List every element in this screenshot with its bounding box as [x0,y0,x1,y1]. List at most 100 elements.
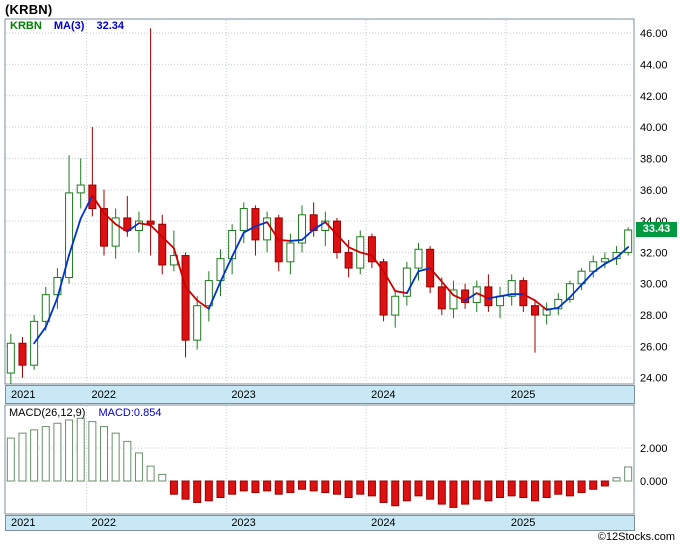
candle-body [181,255,190,341]
candle-body [123,217,132,231]
ma-line-segment [371,254,385,273]
macd-bar-negative [437,480,446,505]
macd-bar-positive [53,422,62,482]
x-axis-year-label: 2025 [510,388,536,401]
ma-line-segment [207,280,222,310]
price-tick-label: 44.00 [640,59,668,71]
x-axis-year-label: 2021 [11,388,36,401]
x-axis-year-label: 2024 [371,517,396,529]
page-title: (KRBN) [5,2,53,17]
candle-body [530,305,539,316]
candle-body [228,229,237,260]
ma-line-segment [91,194,105,215]
x-axis-year-label: 2021 [11,517,36,529]
candle-body [565,283,574,300]
chart-legend: KRBN MA(3) 32.34 [10,20,133,32]
macd-bar-positive [76,417,85,482]
macd-bar-positive [65,419,74,482]
ma-line-segment [44,296,59,328]
macd-bar-negative [472,480,481,500]
x-axis-year-label: 2024 [371,388,396,401]
candle-body [402,267,411,297]
macd-bar-positive [100,426,109,482]
macd-params-label: MACD(26,12,9) [9,407,86,419]
macd-bar-negative [565,480,574,497]
macd-bar-positive [6,437,15,482]
x-axis-band-macd: 2021 2022 2023 2024 2025 [5,515,635,531]
macd-bar-negative [426,480,435,500]
ma-line-segment [301,228,315,241]
macd-bar-negative [484,480,493,502]
ma-line-segment [615,246,630,259]
ma-line-segment [219,255,234,283]
ma-line-segment [68,217,82,256]
ma-line-segment [417,267,432,273]
price-tick-label: 46.00 [640,28,668,40]
price-tick-label: 38.00 [640,153,668,165]
macd-bar-negative [321,480,330,494]
macd-bar-negative [367,480,376,497]
x-axis-band-main: 2021 2022 2023 2024 2025 [5,385,635,404]
macd-bar-negative [577,480,586,494]
macd-bar-negative [309,480,318,492]
candle-body [18,342,27,366]
candle-body [437,286,446,310]
macd-bar-positive [134,452,143,482]
x-axis-year-label: 2025 [510,517,536,529]
macd-bar-negative [554,480,563,495]
price-tick-label: 26.00 [640,341,668,353]
ma-line-segment [452,294,467,302]
ma-line-segment [266,221,280,241]
candle-body [41,294,50,322]
ma-line-segment [277,238,292,242]
candle-body [146,220,155,225]
candle-body [100,208,109,247]
macd-bar-positive [146,465,155,482]
ma-line-segment [231,231,245,258]
macd-bar-negative [286,480,295,494]
macd-bar-negative [239,480,248,492]
macd-bar-negative [461,480,470,505]
candle-body [193,305,202,341]
macd-bar-negative [169,480,178,495]
price-tick-label: 40.00 [640,122,668,134]
ma-line-segment [429,267,443,283]
macd-bar-negative [402,480,411,502]
candle-body [204,280,213,307]
macd-bar-negative [356,480,365,495]
macd-tick-label: 0.000 [640,476,668,488]
macd-bar-negative [530,480,539,502]
macd-bar-negative [496,480,505,498]
ma-line-segment [359,251,373,257]
main-plot-panel [4,18,635,385]
macd-bar-negative [589,480,598,490]
macd-bar-positive [18,432,27,482]
macd-bar-negative [379,480,388,503]
candle-body [507,280,516,297]
ma-line-segment [475,292,490,300]
macd-bar-negative [332,480,341,495]
ma-line-segment [312,221,327,231]
candle-body [496,295,505,307]
ma-line-segment [557,296,571,309]
ma-line-segment [592,262,606,274]
legend-ma-value: 32.34 [96,20,124,32]
ma-line-segment [149,224,164,238]
candle-body [519,280,528,307]
ma-line-segment [79,194,94,220]
candle-body [158,223,167,266]
x-axis-year-label: 2022 [91,517,117,529]
candle-body [344,251,353,269]
candle-body [449,289,458,310]
macd-bar-negative [193,480,202,503]
ma-line-segment [242,225,257,234]
candle-body [624,229,633,253]
candle-body [484,286,493,307]
ma-line-segment [254,221,268,228]
ma-line-segment [382,270,397,292]
ma-line-segment [487,295,501,300]
candle-body [461,289,470,304]
last-price-label: 33.43 [642,223,671,235]
candle-body [76,184,85,194]
